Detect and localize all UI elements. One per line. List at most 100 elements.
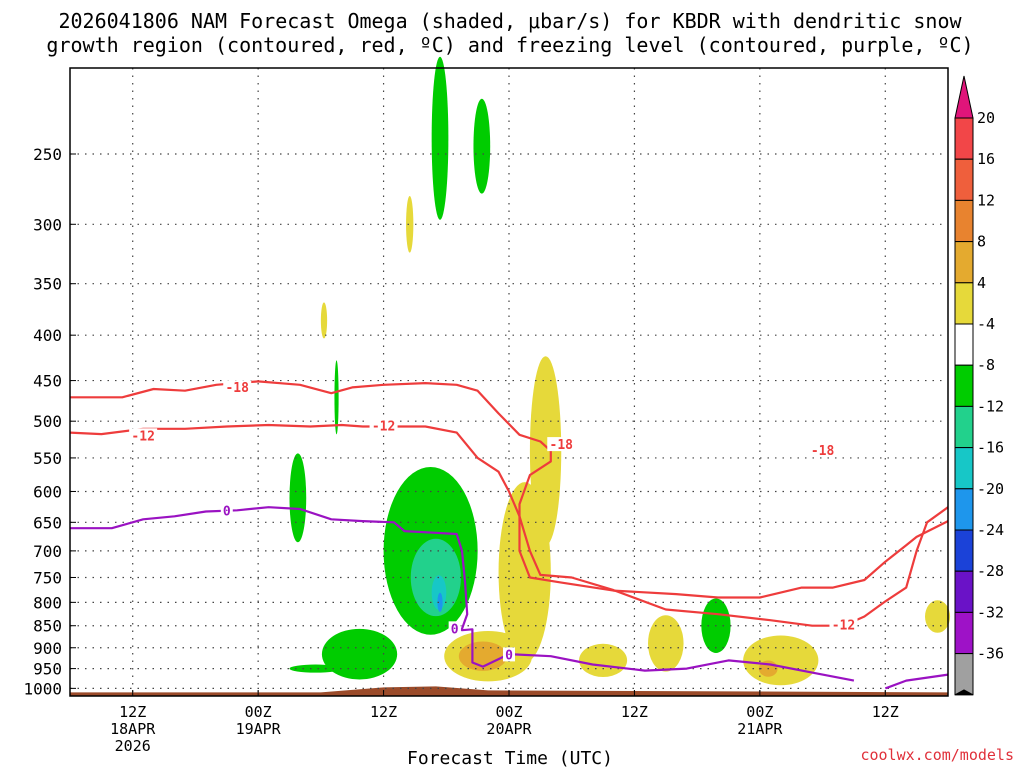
colorbar-swatch (954, 199, 974, 243)
x-tick-label: 12Z (621, 703, 648, 721)
y-tick-label: 850 (33, 617, 62, 636)
freezing-level-label: 0 (505, 648, 513, 663)
y-tick-label: 1000 (23, 679, 62, 698)
omega-neg16-main (431, 575, 447, 610)
y-tick-label: 950 (33, 660, 62, 679)
credit-text: coolwx.com/models (860, 746, 1014, 764)
x-tick-label: 00Z (495, 703, 522, 721)
x-tick-label: 19APR (236, 720, 282, 738)
colorbar-label: -32 (977, 603, 1004, 621)
x-axis-label: Forecast Time (UTC) (407, 748, 613, 768)
dgz-12-line (69, 423, 949, 627)
y-tick-label: 650 (33, 513, 62, 532)
colorbar-label: -8 (977, 356, 995, 374)
x-tick-label: 18APR (110, 720, 156, 738)
omega-pos8-low (458, 641, 507, 671)
y-tick-label: 600 (33, 482, 62, 501)
x-tick-label: 00Z (746, 703, 773, 721)
colorbar-swatch (954, 158, 974, 201)
omega-neg8-line (334, 360, 339, 435)
omega-pos4-b5 (925, 600, 951, 633)
y-tick-label: 400 (33, 326, 62, 345)
x-tick-label: 12Z (370, 703, 397, 721)
colorbar-swatch (954, 241, 974, 284)
colorbar-label: 12 (977, 191, 995, 209)
omega-shading (289, 56, 951, 686)
y-axis-ticks: 250 300 350 400 450 500 550 600 650 700 750 800 850 9… (23, 145, 76, 698)
y-tick-label: 350 (33, 275, 62, 294)
plot-area: -18 -18 -18 -12 -12 -12 0 0 0 (69, 56, 951, 697)
x-tick-label: 21APR (737, 720, 783, 738)
omega-pos4-b4 (743, 635, 819, 686)
dgz-12-label: -12 (832, 619, 855, 634)
colorbar-label: -4 (977, 315, 995, 333)
dgz-18-label-bg (547, 437, 576, 452)
dgz-18-label: -18 (550, 438, 574, 453)
omega-pos4-b1 (579, 643, 628, 677)
y-tick-label: 800 (33, 593, 62, 612)
colorbar-swatch (954, 570, 974, 613)
colorbar-label: -24 (977, 521, 1004, 539)
colorbar-swatch (954, 282, 974, 325)
y-tick-label: 700 (33, 542, 62, 561)
omega-neg8-upper (431, 56, 449, 220)
y-tick-label: 900 (33, 639, 62, 658)
contour-lines: -18 -18 -18 -12 -12 -12 0 0 0 (69, 380, 949, 690)
colorbar-label: 16 (977, 150, 995, 168)
x-tick-label: 20APR (486, 720, 532, 738)
chart-title-line-2: growth region (contoured, red, ºC) and f… (46, 33, 973, 57)
omega-pos4-a (406, 195, 414, 253)
dgz-12-label-bg (369, 418, 398, 433)
colorbar-swatch (954, 611, 974, 655)
omega-pos4-b (320, 302, 328, 339)
chart-title-line-1: 2026041806 NAM Forecast Omega (shaded, μ… (58, 9, 962, 33)
colorbar-swatch (954, 488, 974, 531)
omega-pos4-b2 (648, 615, 684, 672)
colorbar-swatch (954, 447, 974, 490)
dgz-12-label: -12 (131, 429, 154, 444)
x-tick-label: 2026 (115, 737, 151, 755)
dgz-18-label-bg (223, 380, 252, 395)
y-tick-label: 500 (33, 412, 62, 431)
colorbar-label: -36 (977, 645, 1004, 663)
y-tick-label: 300 (33, 215, 62, 234)
dgz-12-label-bg (829, 617, 858, 632)
y-tick-label: 550 (33, 449, 62, 468)
y-tick-label: 450 (33, 372, 62, 391)
omega-neg8-upper-2 (473, 98, 491, 194)
dgz-18-line (70, 380, 949, 599)
omega-neg8-low-2 (289, 664, 342, 673)
x-tick-label: 12Z (119, 703, 146, 721)
colorbar-top-arrow (954, 75, 974, 119)
x-tick-label: 12Z (872, 703, 899, 721)
dgz-12-label: -12 (372, 420, 395, 435)
x-tick-label: 00Z (245, 703, 272, 721)
colorbar-label: 8 (977, 233, 986, 251)
colorbar-bottom-arrow (954, 689, 974, 696)
colorbar-swatch (954, 323, 974, 366)
omega-neg8-low (321, 628, 398, 680)
colorbar-label: -20 (977, 480, 1004, 498)
y-tick-label: 750 (33, 568, 62, 587)
colorbar-label: -28 (977, 562, 1004, 580)
dgz-18-label: -18 (225, 381, 249, 396)
colorbar-swatch (954, 653, 974, 696)
colorbar-swatch (954, 529, 974, 572)
colorbar-label: 20 (977, 109, 995, 127)
omega-neg8-mid (289, 453, 307, 543)
dgz-12-label-bg (129, 428, 158, 443)
freezing-level-label-bg (448, 621, 461, 636)
freezing-level-line (70, 506, 855, 682)
dgz-18-label-bg (808, 442, 837, 457)
colorbar-label: 4 (977, 274, 986, 292)
freezing-level-label-bg (503, 647, 515, 662)
freezing-level-label: 0 (451, 622, 459, 637)
colorbar-label: -16 (977, 439, 1004, 457)
colorbar-swatch (954, 364, 974, 407)
omega-pos4-column-2 (498, 482, 551, 663)
y-tick-label: 250 (33, 145, 62, 164)
colorbar-label: -12 (977, 397, 1004, 415)
freezing-level-label-bg (220, 503, 233, 518)
